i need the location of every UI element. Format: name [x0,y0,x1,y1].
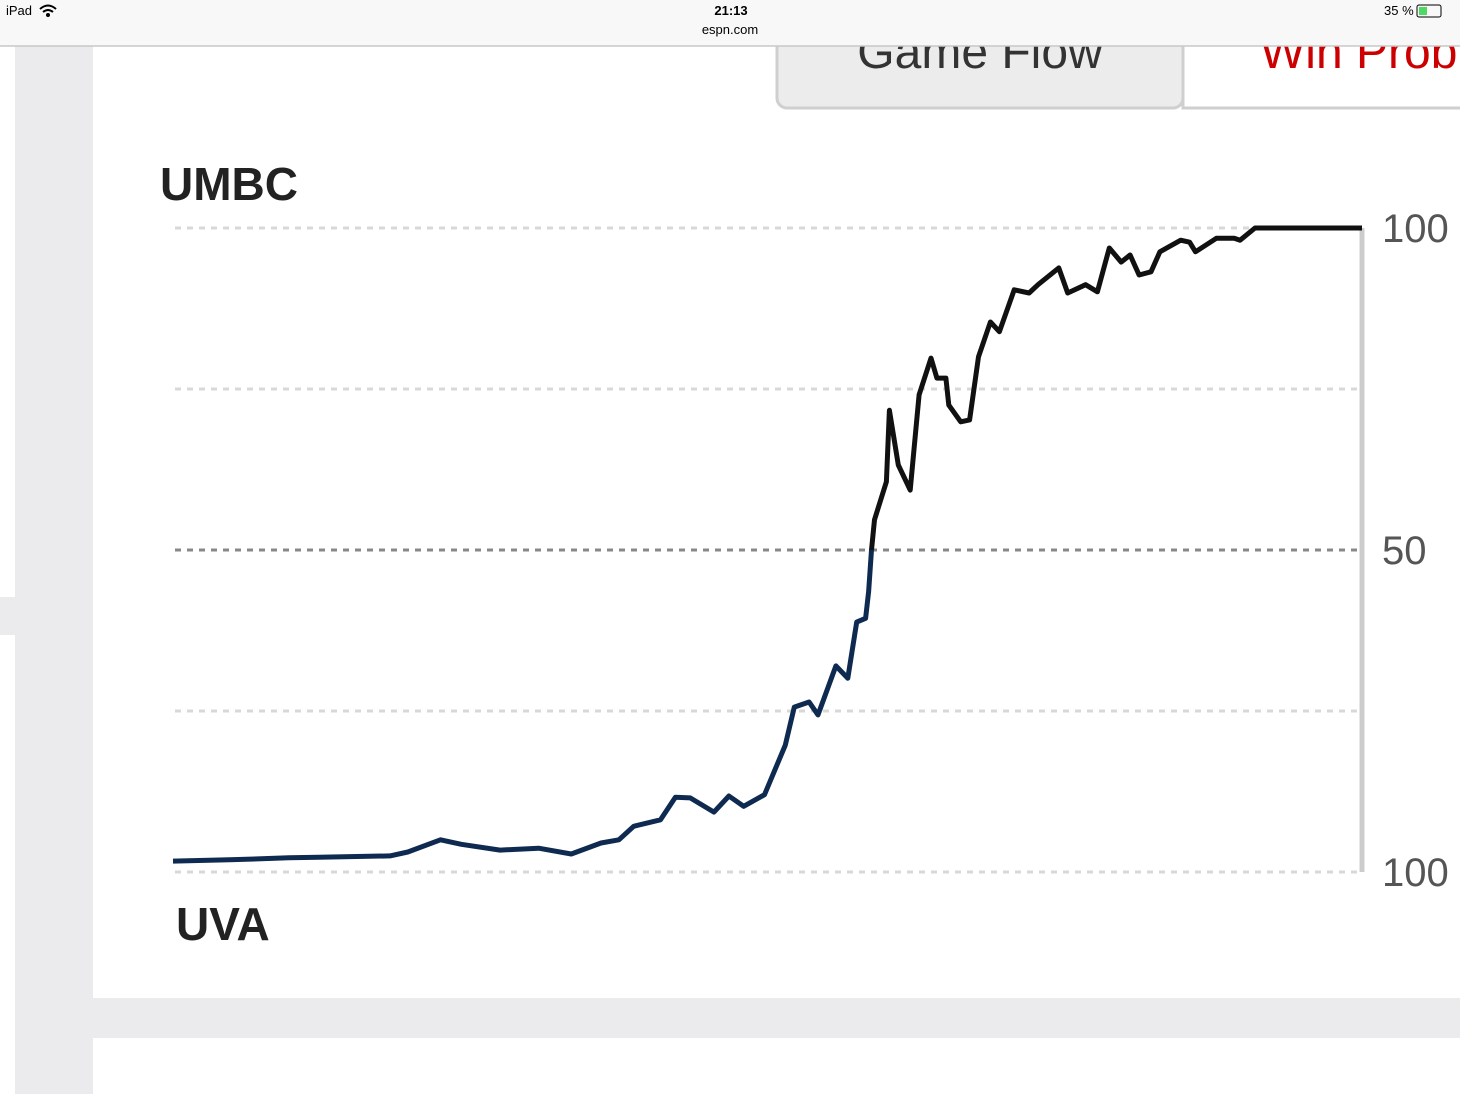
y-tick-label: 50 [1382,529,1427,573]
top-team-label: UMBC [160,158,298,210]
clock: 21:13 [714,3,747,18]
device-name: iPad [6,3,32,18]
left-gutter [15,46,93,1094]
wifi-icon-dot [46,13,50,17]
section-divider [93,998,1460,1038]
y-tick-label: 100 [1382,851,1449,895]
gutter-nub [0,597,15,635]
url: espn.com [702,22,758,37]
battery-icon [1416,4,1442,18]
bottom-team-label: UVA [176,898,270,950]
win-probability-chart: UMBC UVA 100 50 100 [160,158,1449,950]
wifi-icon [39,4,57,13]
win-probability-line [172,225,1362,864]
battery-fill [1419,7,1427,15]
battery-level: 35 % [1384,3,1414,18]
status-bar [0,0,1460,46]
y-tick-label: 100 [1382,207,1449,251]
